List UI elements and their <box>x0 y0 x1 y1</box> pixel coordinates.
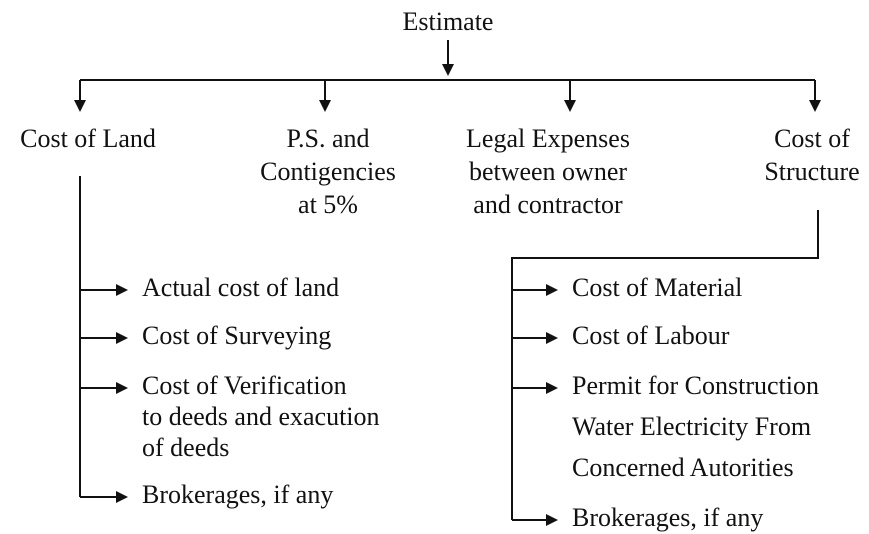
item-label: Concerned Autorities <box>572 453 794 482</box>
arrow-head <box>564 100 576 112</box>
item-label: Water Electricity From <box>572 412 811 441</box>
arrow-head <box>116 332 128 344</box>
item-label: Cost of Labour <box>572 321 730 350</box>
node-label: Structure <box>764 157 859 186</box>
item-label: Permit for Construction <box>572 371 819 400</box>
node-label: at 5% <box>298 190 358 219</box>
item-label: Brokerages, if any <box>142 480 333 509</box>
node-label: Cost of Land <box>20 124 156 153</box>
arrow-head <box>546 332 558 344</box>
arrow-head <box>442 64 454 76</box>
node-label: and contractor <box>473 190 623 219</box>
node-label: P.S. and <box>286 124 369 153</box>
item-label: Cost of Material <box>572 273 742 302</box>
arrow-head <box>546 514 558 526</box>
arrow-head <box>319 100 331 112</box>
item-label: Brokerages, if any <box>572 503 763 532</box>
arrow-head <box>546 382 558 394</box>
arrow-head <box>546 284 558 296</box>
item-label: Cost of Surveying <box>142 321 331 350</box>
arrow-head <box>116 382 128 394</box>
node-label: between owner <box>469 157 627 186</box>
arrow-head <box>116 491 128 503</box>
item-label: to deeds and exacution <box>142 402 380 431</box>
item-label: Actual cost of land <box>142 273 339 302</box>
node-label: Legal Expenses <box>466 124 630 153</box>
arrow-head <box>74 100 86 112</box>
item-label: Cost of Verification <box>142 371 347 400</box>
node-label: Cost of <box>774 124 850 153</box>
node-label: Contigencies <box>260 157 396 186</box>
arrow-head <box>116 284 128 296</box>
item-label: of deeds <box>142 433 229 462</box>
root-label: Estimate <box>403 7 494 36</box>
arrow-head <box>809 100 821 112</box>
